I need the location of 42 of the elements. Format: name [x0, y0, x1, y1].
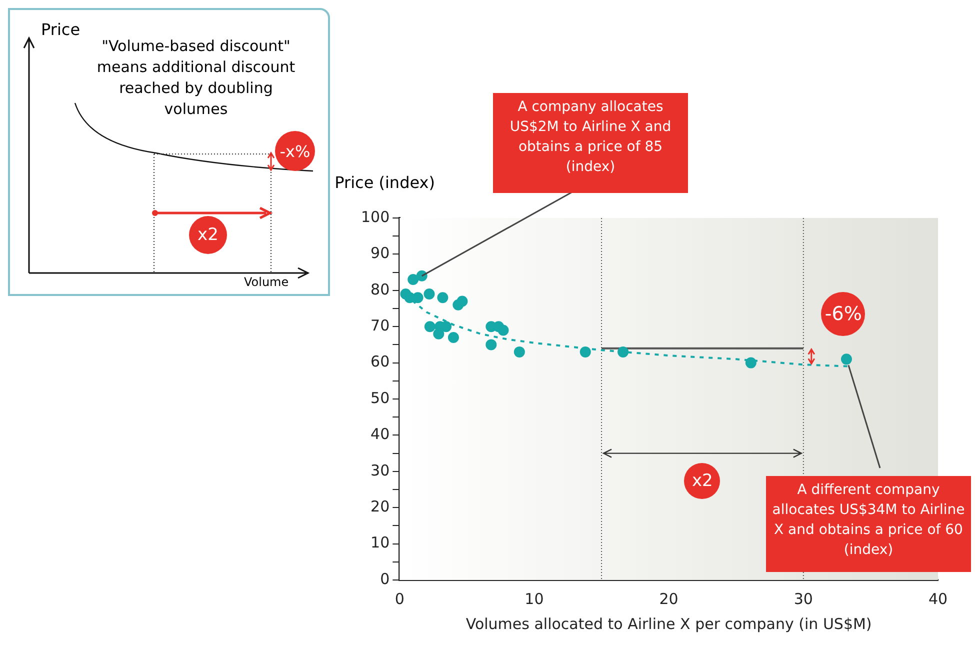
text: x2: [189, 216, 227, 254]
annotation: A different company allocates US$34M to Airline X and obtains a price of 60 (index): [766, 476, 971, 572]
text: "Volume-based discount" means additional discount reached by doubling volumes: [96, 36, 296, 120]
y-tick-label: 50: [370, 388, 390, 407]
point: [514, 346, 525, 358]
y-tick-label: 20: [370, 497, 390, 516]
x-tick-label: 20: [659, 590, 678, 608]
point: [745, 357, 756, 368]
y-tick-label: 90: [370, 244, 390, 262]
point: [498, 324, 509, 336]
y-tick-label: 40: [370, 425, 390, 444]
annotation: A company allocates US$2M to Airline X and obtains a price of 85 (index): [493, 93, 688, 193]
point: [486, 339, 497, 350]
y-tick-label: 80: [370, 280, 390, 298]
x-tick-label: 30: [794, 590, 813, 608]
y-tick-label: 0: [380, 570, 390, 588]
y-tick-label: 70: [370, 316, 390, 334]
annotation: x2: [684, 463, 720, 500]
point: [408, 274, 419, 286]
text: -x%: [275, 131, 315, 171]
y-tick-label: 100: [360, 208, 390, 226]
text: Volume: [244, 275, 289, 289]
x-tick-label: 40: [928, 590, 948, 608]
point: [448, 332, 459, 343]
x-tick-label: 10: [524, 590, 544, 608]
x-axis-title: Volumes allocated to Airline X per company (in US$M): [466, 614, 872, 633]
point: [618, 346, 629, 358]
point: [456, 296, 468, 307]
point: [412, 292, 424, 304]
point: [580, 346, 591, 358]
x-tick-label: 0: [394, 590, 404, 608]
point: [424, 288, 435, 300]
point: [424, 321, 436, 332]
y-tick-label: 10: [370, 534, 390, 552]
point: [437, 292, 448, 304]
point: [416, 270, 428, 282]
point: [840, 354, 852, 365]
text: Price: [41, 20, 80, 39]
annotation: -6%: [821, 292, 866, 336]
y-axis-title: Price (index): [334, 173, 435, 192]
y-tick-label: 60: [370, 352, 390, 371]
y-tick-label: 30: [370, 461, 390, 480]
